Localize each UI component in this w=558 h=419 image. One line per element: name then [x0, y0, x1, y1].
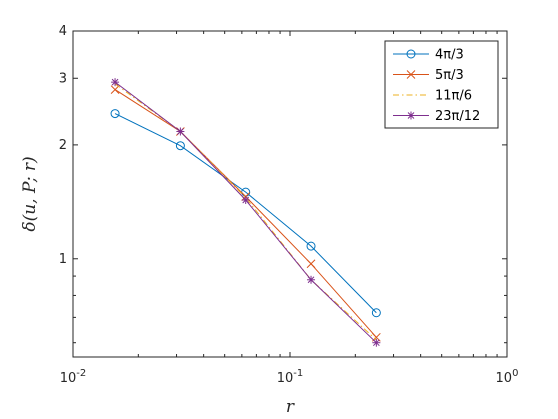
data-point-1-0 — [110, 85, 120, 94]
x-tick-label: 10-2 — [60, 368, 87, 386]
legend-label: 11π/6 — [435, 89, 472, 104]
series-layer — [110, 78, 381, 347]
data-point-3-2 — [241, 196, 250, 205]
legend-marker — [406, 70, 416, 79]
legend-label: 5π/3 — [435, 68, 464, 83]
series-0 — [110, 109, 381, 318]
legend: 4π/3 5π/3 11π/6 23π/12 — [384, 40, 499, 129]
data-point-0-0 — [110, 109, 120, 119]
legend-item-3: 23π/12 — [393, 109, 480, 124]
legend-item-1: 5π/3 — [393, 68, 464, 83]
data-point-3-3 — [307, 275, 316, 284]
y-tick-label: 3 — [59, 71, 67, 86]
series-3 — [111, 78, 381, 347]
x-tick-label: 100 — [496, 368, 519, 386]
legend-marker — [407, 111, 415, 120]
legend-item-0: 4π/3 — [393, 48, 464, 63]
data-point-0-3 — [306, 241, 316, 251]
legend-item-2: 11π/6 — [393, 89, 472, 104]
legend-box — [384, 40, 499, 129]
axis-layer: 10-2 10-1 100 1 2 3 4 — [59, 24, 519, 386]
y-tick-label: 2 — [59, 138, 67, 153]
data-point-0-1 — [175, 141, 185, 151]
data-point-1-3 — [306, 259, 316, 269]
data-point-0-4 — [371, 308, 381, 318]
x-tick-label: 10-1 — [277, 368, 304, 386]
x-axis-label: r — [286, 397, 295, 417]
legend-label: 4π/3 — [435, 48, 464, 63]
data-point-3-4 — [372, 338, 381, 347]
y-tick-label: 1 — [59, 252, 67, 267]
legend-marker — [406, 49, 416, 59]
y-tick-label: 4 — [59, 24, 67, 39]
legend-label: 23π/12 — [435, 109, 480, 124]
data-point-3-0 — [111, 78, 120, 87]
y-axis-label: δ(u, P; r) — [20, 156, 40, 231]
series-line-0 — [114, 113, 377, 314]
data-point-3-1 — [176, 127, 185, 136]
